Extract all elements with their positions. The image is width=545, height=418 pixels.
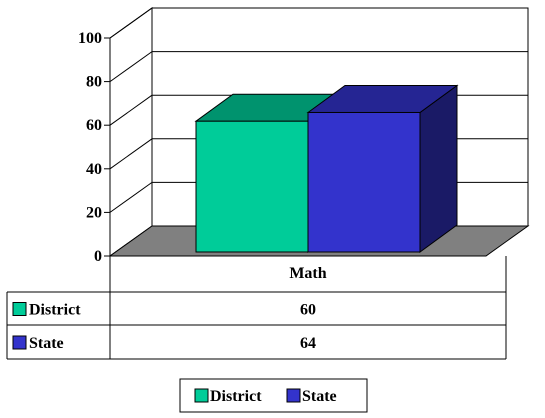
y-tick-label: 0	[94, 248, 102, 265]
bar-side	[419, 84, 458, 253]
table-cell-value: 60	[300, 302, 316, 319]
y-tick-label: 40	[86, 161, 102, 178]
gridline-side	[109, 51, 153, 83]
table-row-label: State	[29, 335, 64, 352]
legend-label: State	[302, 388, 337, 405]
bar-front	[195, 120, 309, 253]
gridline-side	[109, 181, 153, 213]
bar-state	[306, 84, 459, 253]
gridline-side	[109, 94, 153, 126]
chart-side-wall	[109, 7, 153, 257]
bar-front	[307, 111, 421, 253]
table-cell-value: 64	[300, 335, 316, 352]
legend-box	[179, 378, 368, 413]
gridline-side	[109, 138, 153, 170]
legend-swatch	[286, 388, 301, 403]
legend: District State	[179, 378, 368, 413]
legend-label: District	[210, 388, 262, 405]
legend-swatch	[194, 388, 209, 403]
table-legend-swatch	[12, 335, 27, 350]
y-tick-label: 80	[86, 74, 102, 91]
bars	[194, 84, 459, 253]
table-row-label: District	[29, 302, 81, 319]
table-legend-swatch	[12, 302, 27, 316]
y-axis: 0 20 40 60 80 100	[78, 30, 111, 265]
x-category-label: Math	[289, 265, 326, 282]
y-tick-label: 20	[86, 204, 102, 221]
gridline-side	[109, 7, 153, 39]
y-tick-label: 60	[86, 117, 102, 134]
y-tick-label: 100	[78, 30, 102, 47]
data-table: Math District 60 State 64	[6, 256, 507, 360]
